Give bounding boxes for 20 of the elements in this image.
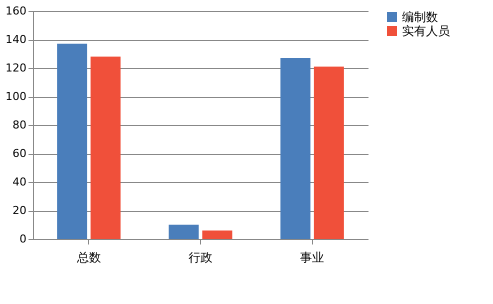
y-tick-label: 120 (6, 62, 26, 74)
y-tick-label: 60 (12, 147, 26, 160)
y-tick-label: 100 (6, 90, 26, 103)
x-tick-label: 事业 (300, 250, 324, 264)
bar (202, 230, 232, 239)
y-tick-label: 80 (12, 118, 26, 132)
bar (168, 224, 199, 239)
x-tick-label: 行政 (188, 250, 212, 264)
y-tick-label: 140 (6, 33, 26, 46)
x-tick-label: 总数 (76, 250, 101, 264)
legend-label: 编制数 (402, 10, 438, 24)
y-tick-label: 0 (20, 232, 26, 246)
bar (57, 44, 88, 239)
legend-label: 实有人员 (402, 24, 450, 38)
bar (314, 66, 344, 239)
bar (90, 56, 121, 239)
y-tick-label: 20 (12, 204, 26, 217)
bar (280, 58, 310, 239)
y-tick-label: 160 (6, 4, 26, 18)
y-tick-label: 40 (12, 176, 26, 188)
